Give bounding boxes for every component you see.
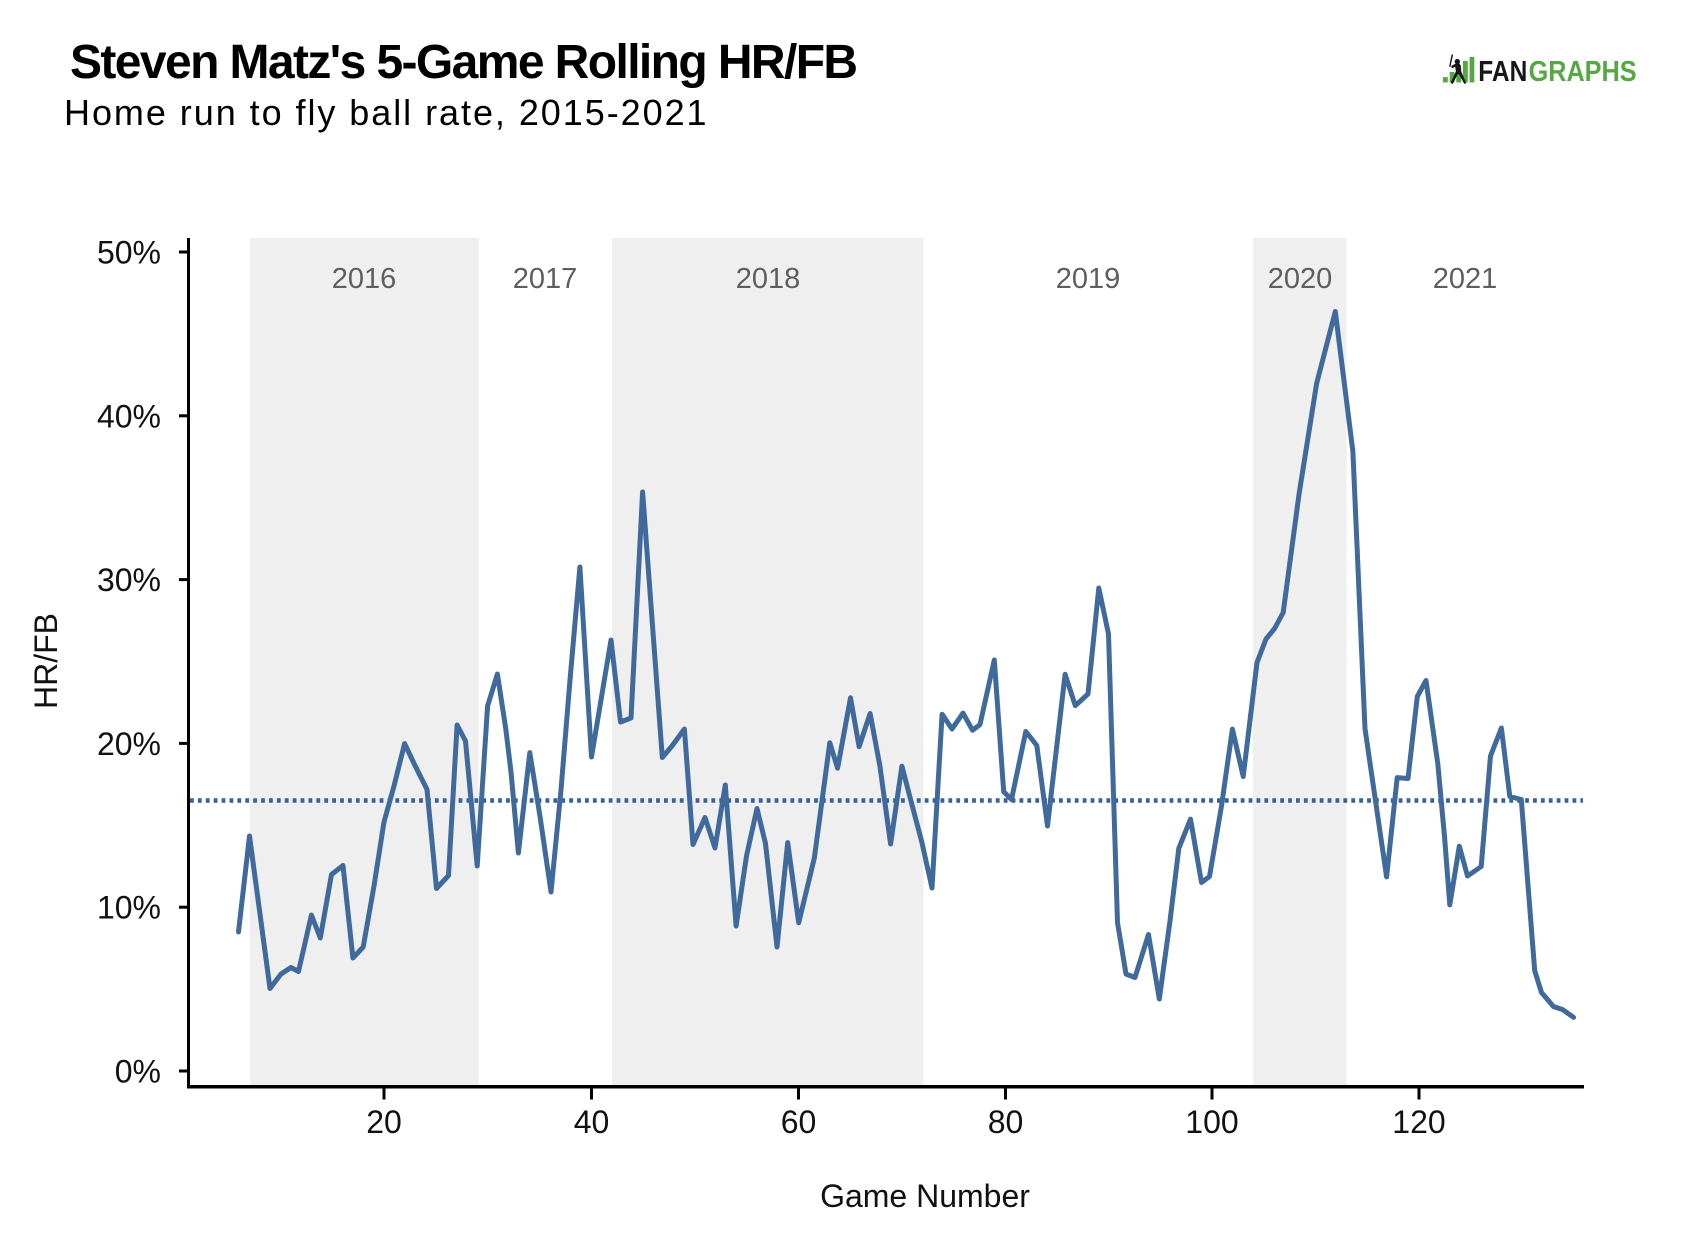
svg-text:40: 40: [574, 1104, 610, 1140]
svg-text:2017: 2017: [513, 263, 578, 295]
svg-text:0%: 0%: [115, 1054, 161, 1090]
svg-text:60: 60: [781, 1104, 817, 1140]
svg-text:30%: 30%: [97, 562, 161, 598]
svg-text:50%: 50%: [97, 235, 161, 271]
svg-text:2021: 2021: [1433, 263, 1498, 295]
svg-text:120: 120: [1392, 1104, 1445, 1140]
svg-text:2018: 2018: [736, 263, 801, 295]
svg-text:Game Number: Game Number: [820, 1178, 1030, 1214]
svg-text:HR/FB: HR/FB: [28, 613, 64, 709]
svg-text:2020: 2020: [1268, 263, 1333, 295]
svg-text:2019: 2019: [1056, 263, 1121, 295]
svg-text:GRAPHS: GRAPHS: [1529, 56, 1637, 88]
svg-text:100: 100: [1185, 1104, 1238, 1140]
svg-text:20: 20: [366, 1104, 402, 1140]
svg-text:20%: 20%: [97, 726, 161, 762]
svg-text:FAN: FAN: [1478, 56, 1527, 88]
svg-text:80: 80: [988, 1104, 1024, 1140]
svg-text:40%: 40%: [97, 398, 161, 434]
svg-text:10%: 10%: [97, 890, 161, 926]
svg-text:2016: 2016: [332, 263, 397, 295]
